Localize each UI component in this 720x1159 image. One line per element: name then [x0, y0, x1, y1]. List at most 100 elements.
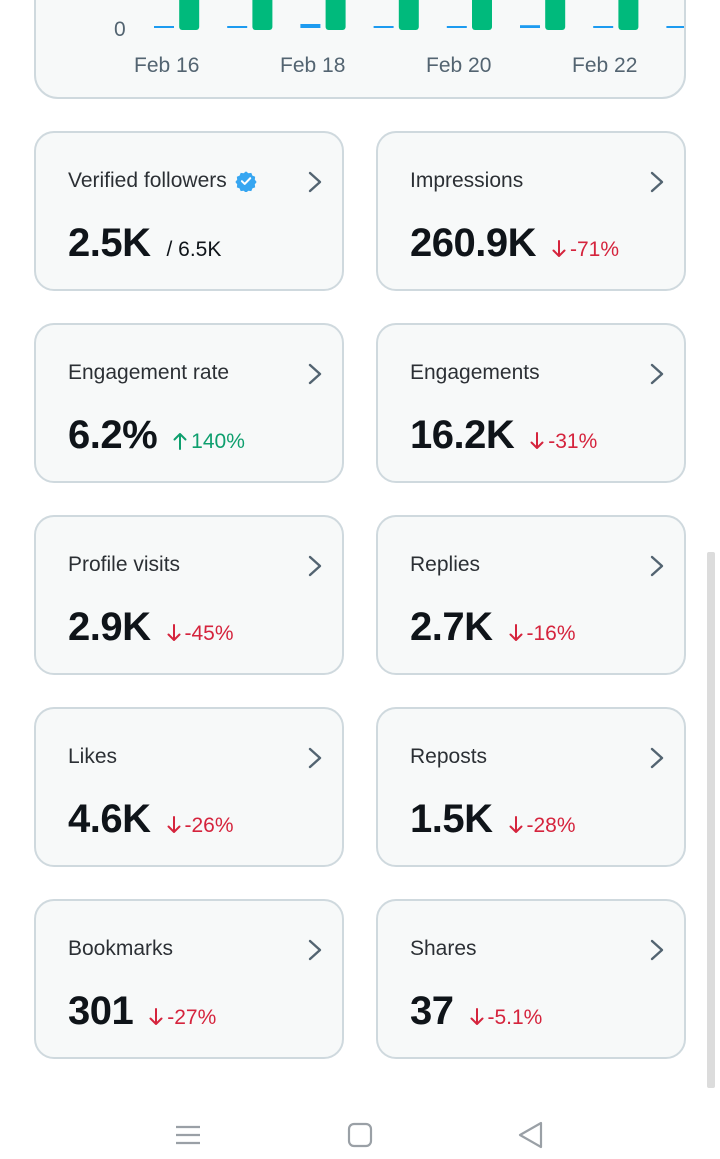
bar-primary[interactable] [325, 0, 346, 30]
x-tick-label: Feb 22 [572, 54, 637, 77]
metric-label: Verified followers [68, 169, 257, 193]
metric-label-text: Likes [68, 745, 118, 768]
metric-card-impressions[interactable]: Impressions 260.9K -71% [376, 131, 686, 291]
metric-card-likes[interactable]: Likes 4.6K -26% [34, 707, 344, 867]
metric-delta: -5.1% [470, 1006, 543, 1030]
metric-label-text: Reposts [410, 745, 488, 768]
metric-value-row: 2.9K -45% [68, 605, 234, 650]
chevron-right-icon[interactable] [646, 745, 668, 771]
chevron-right-icon[interactable] [646, 361, 668, 387]
metric-card-verified-followers[interactable]: Verified followers 2.5K / 6.5K [34, 131, 344, 291]
metric-delta: -26% [167, 814, 234, 838]
metric-card-replies[interactable]: Replies 2.7K -16% [376, 515, 686, 675]
metric-card-bookmarks[interactable]: Bookmarks 301 -27% [34, 899, 344, 1059]
metric-value: 2.5K [68, 221, 151, 265]
chevron-right-icon[interactable] [304, 745, 326, 771]
bar-secondary[interactable] [446, 26, 467, 28]
arrow-down-icon [552, 238, 566, 262]
bar-primary[interactable] [472, 0, 492, 30]
metric-label-text: Verified followers [68, 169, 227, 192]
metric-value: 16.2K [410, 413, 515, 457]
metric-delta: -28% [509, 814, 576, 838]
metric-card-engagements[interactable]: Engagements 16.2K -31% [376, 323, 686, 483]
verified-badge-icon [235, 170, 257, 192]
arrow-down-icon [470, 1006, 484, 1030]
metric-label-text: Engagements [410, 361, 540, 384]
bar-secondary[interactable] [666, 26, 686, 28]
metric-card-reposts[interactable]: Reposts 1.5K -28% [376, 707, 686, 867]
system-nav-bar [0, 1105, 720, 1159]
arrow-down-icon [530, 430, 544, 454]
metric-value: 4.6K [68, 797, 151, 841]
chevron-right-icon[interactable] [646, 937, 668, 963]
metric-delta: -45% [167, 622, 234, 646]
metric-delta: -71% [552, 238, 619, 262]
metric-value-row: 260.9K -71% [410, 221, 619, 266]
metric-value: 37 [410, 989, 454, 1033]
metric-value-row: 37 -5.1% [410, 989, 542, 1034]
bar-secondary[interactable] [227, 26, 248, 28]
metric-label: Shares [410, 937, 477, 961]
bar-primary[interactable] [618, 0, 639, 30]
arrow-down-icon [149, 1006, 163, 1030]
metric-delta: -16% [509, 622, 576, 646]
metric-delta: -27% [149, 1006, 216, 1030]
metric-total: / 6.5K [166, 238, 222, 261]
metric-delta-text: -27% [167, 1006, 217, 1029]
x-tick-label: Feb 20 [426, 54, 491, 77]
metric-label-text: Bookmarks [68, 937, 174, 960]
bar-secondary[interactable] [300, 24, 321, 28]
metric-value-row: 4.6K -26% [68, 797, 234, 842]
menu-icon[interactable] [168, 1117, 208, 1157]
chevron-right-icon[interactable] [646, 553, 668, 579]
metric-delta-text: -31% [548, 430, 598, 453]
metric-delta-text: 140% [191, 430, 245, 453]
metric-delta-text: -71% [569, 238, 620, 261]
metric-label-text: Shares [410, 937, 477, 960]
bar-primary[interactable] [545, 0, 566, 30]
metric-value-row: 301 -27% [68, 989, 216, 1034]
chevron-right-icon[interactable] [646, 169, 668, 195]
x-tick-label: Feb 16 [134, 54, 199, 77]
bar-primary[interactable] [179, 0, 200, 30]
arrow-down-icon [509, 814, 523, 838]
chevron-right-icon[interactable] [304, 169, 326, 195]
bar-secondary[interactable] [593, 26, 614, 28]
chart-card: 0 Feb 16 Feb 18 Feb 20 Feb 22 [34, 0, 686, 99]
metric-label: Reposts [410, 745, 487, 769]
bar-secondary[interactable] [373, 26, 394, 28]
metric-value: 301 [68, 989, 134, 1033]
bar-primary[interactable] [398, 0, 419, 30]
metric-delta-text: -16% [526, 622, 576, 645]
bar-chart: 0 Feb 16 Feb 18 Feb 20 Feb 22 [114, 0, 686, 77]
arrow-up-icon [173, 430, 187, 454]
metric-label: Impressions [410, 169, 523, 193]
bar-primary[interactable] [252, 0, 273, 30]
chevron-right-icon[interactable] [304, 361, 326, 387]
metric-card-engagement-rate[interactable]: Engagement rate 6.2% 140% [34, 323, 344, 483]
metric-card-profile-visits[interactable]: Profile visits 2.9K -45% [34, 515, 344, 675]
metric-delta-text: -28% [526, 814, 576, 837]
metric-delta-text: -5.1% [487, 1006, 543, 1029]
chevron-right-icon[interactable] [304, 937, 326, 963]
metric-label: Likes [68, 745, 117, 769]
scrollbar[interactable] [707, 552, 715, 1088]
metric-delta: -31% [530, 430, 597, 454]
metric-label-text: Engagement rate [68, 361, 230, 384]
metric-delta-text: -45% [184, 622, 234, 645]
arrow-down-icon [167, 622, 181, 646]
metric-label: Replies [410, 553, 480, 577]
metric-value-row: 1.5K -28% [410, 797, 576, 842]
back-triangle-icon[interactable] [512, 1117, 552, 1157]
home-square-icon[interactable] [340, 1117, 380, 1157]
bar-secondary[interactable] [154, 26, 174, 28]
bar-secondary[interactable] [520, 25, 540, 28]
metric-value-row: 2.7K -16% [410, 605, 576, 650]
metric-label-text: Replies [410, 553, 481, 576]
x-tick-label: Feb 18 [280, 54, 345, 77]
metric-value-row: 6.2% 140% [68, 413, 245, 458]
metric-delta: 140% [173, 430, 245, 454]
chevron-right-icon[interactable] [304, 553, 326, 579]
metric-card-shares[interactable]: Shares 37 -5.1% [376, 899, 686, 1059]
metric-label-text: Profile visits [68, 553, 181, 576]
